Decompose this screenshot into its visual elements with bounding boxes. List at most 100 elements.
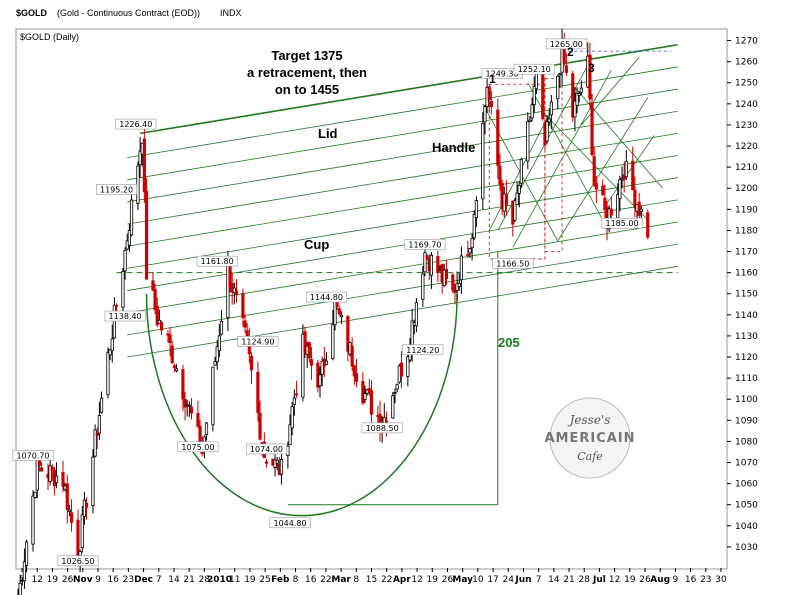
x-tick-label: Dec [134,575,153,585]
candle-body [496,109,500,166]
candle-body [421,273,425,300]
candle-body [290,406,294,429]
candle-body [474,200,478,218]
candle-body [489,100,493,108]
candle-body [288,424,292,446]
candle-body [335,302,339,307]
channel-line [127,66,678,159]
candle-body [93,429,97,457]
x-tick-label: 12 [31,575,42,585]
candle-body [346,316,350,352]
y-tick-label: 1150 [735,290,758,300]
x-tick-label: 16 [107,575,119,585]
y-tick-label: 1130 [735,332,758,342]
x-tick-label: 26 [62,575,74,585]
candle-body [22,561,27,581]
x-tick-label: 22 [320,575,331,585]
candle-body [82,499,87,517]
candle-body [249,355,254,371]
candle-body [384,420,389,423]
price-label: 1075.00 [181,443,214,452]
candle-body [33,491,37,498]
x-tick-label: 26 [639,575,651,585]
x-tick-label: 28 [199,575,211,585]
candle-body [108,348,112,356]
target-line-2: a retracement, then [247,65,367,80]
price-label: 1026.50 [61,557,94,566]
candle-body [391,395,395,419]
price-label: 1044.80 [273,519,306,528]
channel-line [127,199,678,291]
candle-body [363,393,367,400]
x-tick-label: 19 [427,575,439,585]
target-line-1: Target 1375 [271,48,342,63]
price-label: 1226.40 [119,120,152,129]
candle-body [459,255,463,281]
candle-body [575,92,579,106]
wave-3-label: 3 [588,61,595,75]
candle-body [453,289,457,293]
candle-body [457,282,461,288]
candle-body [571,73,575,118]
candle-body [279,458,284,475]
candle-body [487,86,491,100]
x-tick-label: 17 [487,575,498,585]
candle-body [54,475,59,484]
price-label-box [57,555,99,567]
x-tick-label: 16 [685,575,697,585]
price-label-box [305,291,347,303]
candle-body [95,432,99,436]
candle-body [127,230,131,246]
price-label-box [196,255,238,267]
candle-body [633,189,637,209]
price-label-box [96,184,138,195]
candle-body [483,106,487,123]
y-tick-label: 1080 [735,437,758,447]
candle-body [187,404,191,407]
candle-body [129,199,134,236]
price-label-box [269,517,311,529]
candle-body [558,73,562,76]
price-label: 1265.00 [550,40,583,49]
candle-body [577,93,581,96]
price-label: 1161.80 [201,257,234,266]
candle-body [155,305,159,326]
wave-1-label: 1 [489,72,496,86]
x-tick-label: Feb [271,575,290,585]
y-tick-label: 1090 [735,416,758,426]
candle-body [106,352,110,396]
x-tick-label: 14 [168,575,180,585]
y-tick-label: 1190 [735,205,758,215]
candle-body [67,509,72,512]
candle-body [183,398,187,408]
candle-body [153,288,157,311]
y-tick-label: 1070 [735,459,758,469]
candle-body [504,193,508,206]
candle-body [39,467,44,472]
x-tick-label: 9 [673,575,679,585]
y-tick-label: 1240 [735,100,758,110]
candle-body [530,104,534,119]
price-label-box [402,344,444,356]
x-tick-label: 21 [183,575,194,585]
x-tick-label: Mar [331,575,351,585]
candle-body [136,165,140,204]
y-tick-label: 1200 [735,184,758,194]
candle-body [573,100,577,118]
candle-body [618,179,622,199]
candle-body [470,237,474,249]
y-tick-label: 1100 [735,395,758,405]
candle-body [532,86,536,105]
x-tick-label: 21 [563,575,574,585]
x-tick-label: May [452,575,473,585]
candle-body [444,268,448,280]
y-tick-label: 1260 [735,58,758,68]
candle-body [138,150,142,166]
candle-body [541,72,545,120]
candle-body [436,256,440,273]
candle-body [526,121,530,162]
candle-body [588,54,592,100]
candle-body [31,495,35,545]
candle-body [69,512,74,523]
